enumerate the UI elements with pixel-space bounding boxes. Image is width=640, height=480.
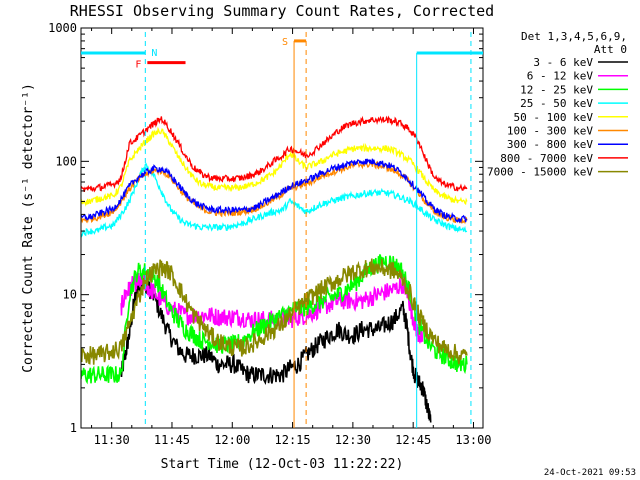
x-tick-label: 12:00 <box>214 433 250 447</box>
x-tick-label: 11:45 <box>154 433 190 447</box>
x-tick-label: 12:15 <box>275 433 311 447</box>
chart-title: RHESSI Observing Summary Count Rates, Co… <box>70 2 494 20</box>
series-line-4 <box>81 162 468 238</box>
x-tick-label: 12:45 <box>395 433 431 447</box>
series-line-9 <box>81 258 468 365</box>
x-axis-label: Start Time (12-Oct-03 11:22:22) <box>161 457 404 472</box>
footer-timestamp: 24-Oct-2021 09:53 <box>544 468 636 478</box>
x-tick-label: 11:30 <box>94 433 130 447</box>
legend-entry-label: 6 - 12 keV <box>527 70 594 83</box>
x-tick-label: 12:30 <box>335 433 371 447</box>
flag-label-F: F <box>135 60 141 71</box>
legend-entry-label: 25 - 50 keV <box>520 97 593 110</box>
series-line-6 <box>81 159 468 225</box>
legend-entry-label: 100 - 300 keV <box>507 125 593 138</box>
plot-frame <box>80 27 484 429</box>
legend-entry-label: 300 - 800 keV <box>507 138 593 151</box>
x-tick-label: 13:00 <box>455 433 491 447</box>
legend-entry-label: 50 - 100 keV <box>514 111 594 124</box>
y-axis-label: Corrected Count Rate (s⁻¹ detector⁻¹) <box>21 83 36 373</box>
legend-header-line: Att 0 <box>594 43 627 56</box>
flag-label-S: S <box>282 37 288 48</box>
legend-entry-label: 7000 - 15000 keV <box>487 166 593 179</box>
y-tick-label: 100 <box>55 154 77 168</box>
legend-entry-label: 800 - 7000 keV <box>500 152 593 165</box>
series-line-7 <box>81 158 468 224</box>
y-tick-label: 1000 <box>48 21 77 35</box>
y-tick-label: 10 <box>63 288 77 302</box>
flag-label-N: N <box>151 48 157 59</box>
legend-header-line: Det 1,3,4,5,6,9, <box>521 30 627 43</box>
legend-entry-label: 12 - 25 keV <box>520 83 593 96</box>
y-tick-label: 1 <box>70 421 77 435</box>
legend-entry-label: 3 - 6 keV <box>533 56 593 69</box>
